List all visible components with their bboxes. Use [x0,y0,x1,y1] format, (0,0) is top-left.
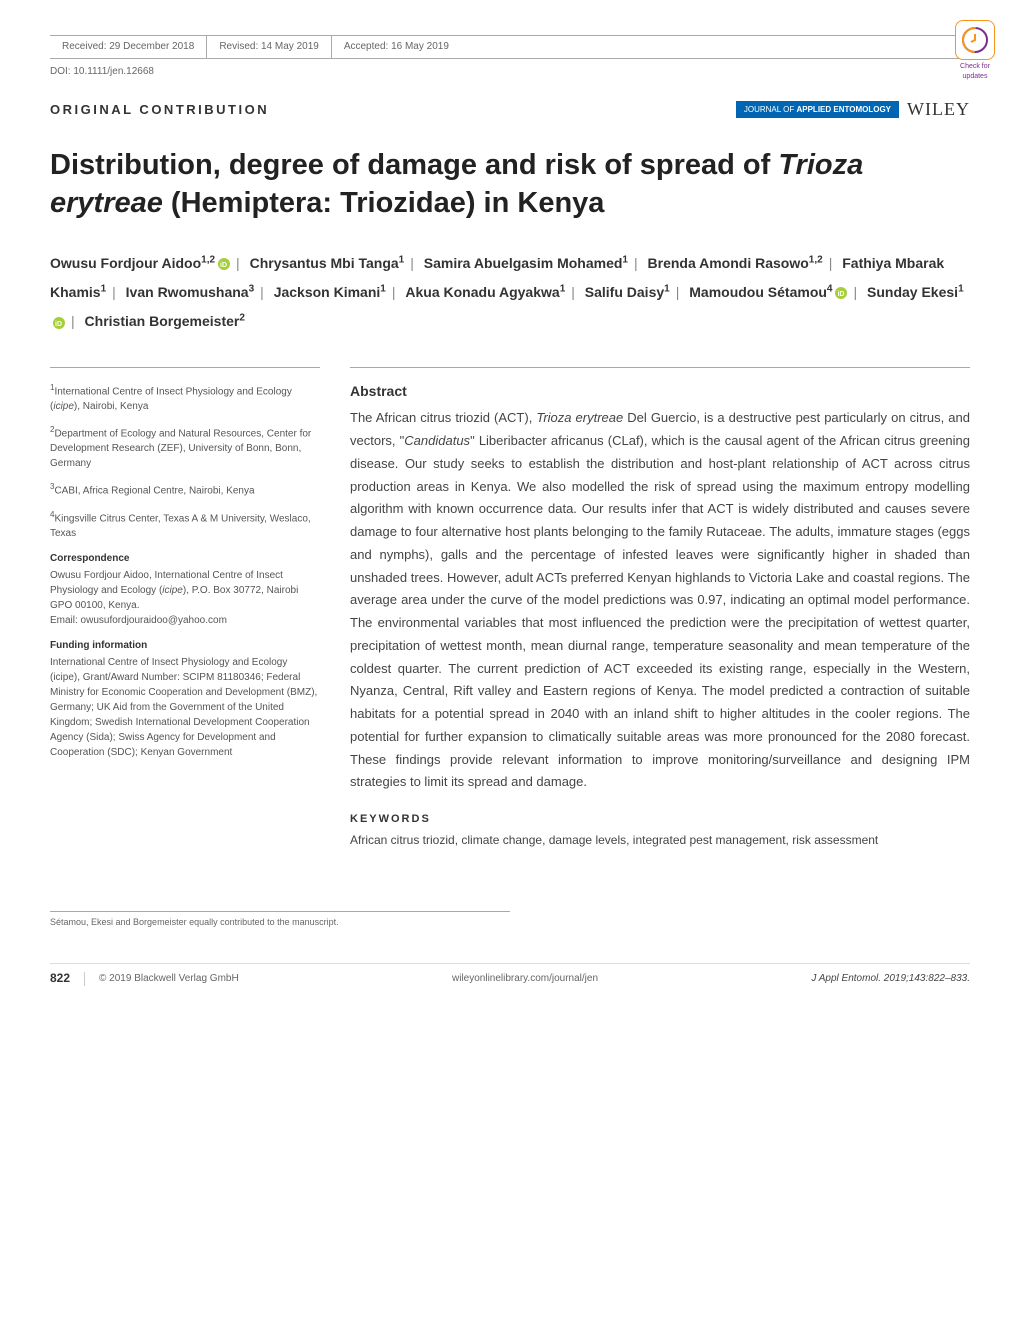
abs-i2: Candidatus [404,433,470,448]
footer-url: wileyonlinelibrary.com/journal/jen [452,972,598,986]
affiliation-3: 3CABI, Africa Regional Centre, Nairobi, … [50,481,320,498]
abstract-head: Abstract [350,382,970,402]
orcid-icon[interactable] [218,258,230,270]
author-sup: 1 [958,283,964,294]
author-separator: | [823,255,839,271]
author-name: Jackson Kimani [274,284,381,300]
corr-email: Email: owusufordjouraidoo@yahoo.com [50,615,227,626]
contribution-row: ORIGINAL CONTRIBUTION JOURNAL OF APPLIED… [50,97,970,122]
affil-1-italic: icipe [53,401,74,412]
journal-prefix: JOURNAL OF [744,105,794,114]
check-updates-badge[interactable]: Check for updates [950,20,1000,80]
keywords-text: African citrus triozid, climate change, … [350,831,970,850]
check-updates-label: Check for updates [950,62,1000,82]
affil-4-text: Kingsville Citrus Center, Texas A & M Un… [50,513,311,539]
footer-left: 822 © 2019 Blackwell Verlag GmbH [50,970,239,987]
author-name: Owusu Fordjour Aidoo [50,255,201,271]
page-footer: 822 © 2019 Blackwell Verlag GmbH wileyon… [50,963,970,987]
funding-head: Funding information [50,638,320,653]
title-part-2: (Hemiptera: Triozidae) in Kenya [163,187,605,219]
author-separator: | [670,284,686,300]
affiliation-2: 2Department of Ecology and Natural Resou… [50,424,320,471]
author-name: Akua Konadu Agyakwa [405,284,559,300]
author-separator: | [386,284,402,300]
author-name: Mamoudou Sétamou [689,284,827,300]
accepted-date: Accepted: 16 May 2019 [332,36,461,58]
authors-list: Owusu Fordjour Aidoo1,2| Chrysantus Mbi … [50,249,970,337]
author-separator: | [847,284,863,300]
affiliations-column: 1International Centre of Insect Physiolo… [50,367,320,851]
copyright: © 2019 Blackwell Verlag GmbH [84,972,239,986]
author-sup: 1 [664,283,670,294]
check-updates-icon [955,20,995,60]
correspondence-text: Owusu Fordjour Aidoo, International Cent… [50,568,320,628]
abstract-text: The African citrus triozid (ACT), Trioza… [350,407,970,794]
title-part-1: Distribution, degree of damage and risk … [50,149,778,181]
publisher-label: WILEY [907,97,970,122]
footer-citation: J Appl Entomol. 2019;143:822–833. [811,972,970,986]
contribution-footnote: Sétamou, Ekesi and Borgemeister equally … [50,911,510,929]
author-separator: | [254,284,270,300]
author-sup: 2 [239,313,245,324]
received-date: Received: 29 December 2018 [50,36,207,58]
corr-italic: icipe [162,585,183,596]
affiliation-1: 1International Centre of Insect Physiolo… [50,382,320,414]
affiliation-4: 4Kingsville Citrus Center, Texas A & M U… [50,509,320,541]
journal-main: APPLIED ENTOMOLOGY [796,105,891,114]
author-separator: | [628,255,644,271]
author-name: Chrysantus Mbi Tanga [250,255,399,271]
funding-text: International Centre of Insect Physiolog… [50,655,320,760]
orcid-icon[interactable] [53,317,65,329]
author-name: Ivan Rwomushana [126,284,249,300]
orcid-icon[interactable] [835,287,847,299]
author-name: Sunday Ekesi [867,284,958,300]
abs-i1: Trioza erytreae [536,410,623,425]
revised-date: Revised: 14 May 2019 [207,36,332,58]
author-name: Salifu Daisy [585,284,664,300]
author-separator: | [106,284,122,300]
author-separator: | [565,284,581,300]
abs-p1: The African citrus triozid (ACT), [350,410,536,425]
author-name: Samira Abuelgasim Mohamed [424,255,623,271]
author-separator: | [230,255,246,271]
author-name: Christian Borgemeister [85,313,240,329]
affil-3-text: CABI, Africa Regional Centre, Nairobi, K… [54,486,254,497]
contribution-label: ORIGINAL CONTRIBUTION [50,101,269,119]
author-separator: | [65,313,81,329]
abs-p3: " Liberibacter africanus (CLaf), which i… [350,433,970,789]
correspondence-head: Correspondence [50,551,320,566]
abstract-column: Abstract The African citrus triozid (ACT… [350,367,970,851]
author-sup: 1,2 [201,254,215,265]
author-sup: 1,2 [809,254,823,265]
author-separator: | [404,255,420,271]
author-name: Brenda Amondi Rasowo [648,255,809,271]
affil-2-text: Department of Ecology and Natural Resour… [50,428,311,469]
page-number: 822 [50,970,70,987]
journal-badge: JOURNAL OF APPLIED ENTOMOLOGY WILEY [736,97,970,122]
journal-name-box: JOURNAL OF APPLIED ENTOMOLOGY [736,101,899,118]
doi: DOI: 10.1111/jen.12668 [50,59,970,97]
affil-1-suffix: ), Nairobi, Kenya [74,401,148,412]
author-sup: 4 [827,283,833,294]
keywords-head: KEYWORDS [350,812,970,827]
article-title: Distribution, degree of damage and risk … [50,147,970,222]
article-dates-row: Received: 29 December 2018 Revised: 14 M… [50,35,970,59]
